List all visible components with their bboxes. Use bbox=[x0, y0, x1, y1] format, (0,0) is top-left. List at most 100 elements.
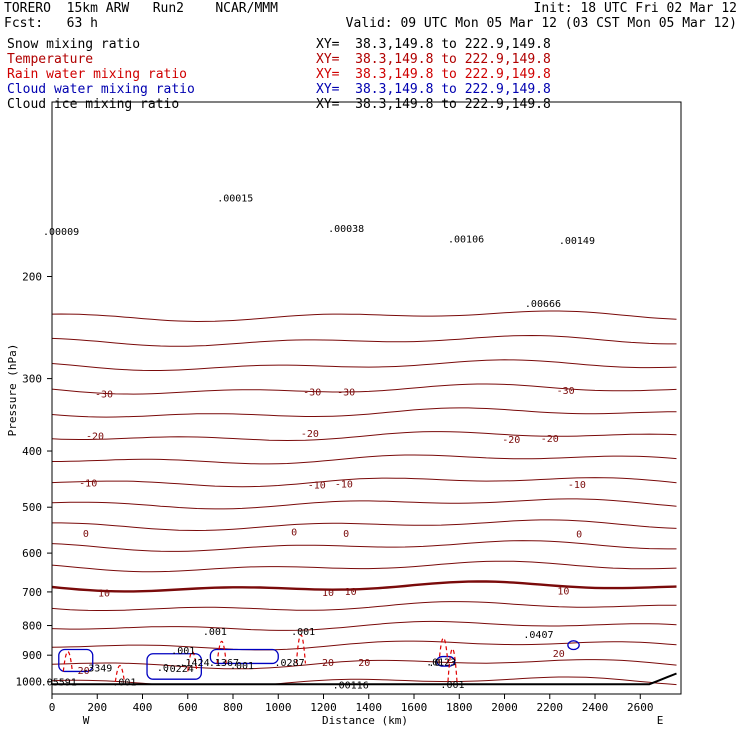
maxima-label: .0287 bbox=[275, 658, 305, 669]
maxima-label: .001 bbox=[230, 661, 254, 672]
xy-rain: XY= 38.3,149.8 to 222.9,149.8 bbox=[316, 67, 551, 82]
x-axis-east-label: E bbox=[657, 714, 664, 727]
y-tick-label: 300 bbox=[22, 373, 42, 386]
isotherm-label: -10 bbox=[335, 479, 353, 490]
maxima-label: .0224 bbox=[164, 664, 194, 675]
isotherm-label: -20 bbox=[86, 431, 104, 442]
isotherm-label: -30 bbox=[303, 388, 321, 399]
isotherm bbox=[51, 601, 677, 611]
isotherm-label: -30 bbox=[337, 388, 355, 399]
field-label-cloud-water: Cloud water mixing ratio bbox=[7, 82, 195, 97]
isotherm-label: 20 bbox=[78, 666, 90, 677]
y-tick-label: 400 bbox=[22, 445, 42, 458]
maxima-label: .1424 bbox=[179, 658, 209, 669]
isotherm-label: 0 bbox=[291, 528, 297, 539]
isotherm-label: 0 bbox=[343, 529, 349, 540]
isotherm-label: 0 bbox=[576, 529, 582, 540]
x-tick-label: 2200 bbox=[537, 701, 564, 714]
maxima-label: .00038 bbox=[328, 224, 364, 235]
x-tick-label: 1400 bbox=[356, 701, 383, 714]
y-tick-label: 200 bbox=[22, 271, 42, 284]
cloud-water-contour bbox=[58, 648, 94, 673]
isotherm bbox=[51, 383, 677, 395]
rain-water-contour bbox=[438, 637, 449, 664]
field-label-rain: Rain water mixing ratio bbox=[7, 67, 188, 82]
isotherm bbox=[51, 620, 677, 631]
x-tick-label: 800 bbox=[223, 701, 243, 714]
maxima-label: .0407 bbox=[523, 630, 553, 641]
y-tick-label: 700 bbox=[22, 586, 42, 599]
y-tick-label: 900 bbox=[22, 649, 42, 662]
cloud-water-contour bbox=[146, 653, 202, 680]
isotherm-label: 0 bbox=[83, 529, 89, 540]
field-label-cloud-ice: Cloud ice mixing ratio bbox=[7, 97, 180, 112]
surface-pressure-line bbox=[52, 672, 677, 686]
forecast-hour: Fcst: 63 h bbox=[4, 16, 98, 31]
x-tick-label: 1200 bbox=[310, 701, 337, 714]
isotherm bbox=[51, 640, 677, 651]
isotherm bbox=[51, 477, 677, 488]
maxima-label: .00666 bbox=[525, 299, 561, 310]
maxima-label: .0 bbox=[428, 658, 440, 669]
y-tick-label: 500 bbox=[22, 501, 42, 514]
x-tick-label: 2600 bbox=[627, 701, 654, 714]
y-tick-label: 600 bbox=[22, 547, 42, 560]
isotherm-label: -30 bbox=[557, 386, 575, 397]
x-axis-label: Distance (km) bbox=[322, 714, 408, 727]
isotherm bbox=[51, 659, 677, 670]
isotherm bbox=[51, 498, 677, 510]
isotherm-label: -10 bbox=[79, 478, 97, 489]
x-axis-west-label: W bbox=[83, 714, 90, 727]
isotherm bbox=[51, 334, 677, 347]
isotherm bbox=[51, 540, 677, 552]
isotherm-label: 10 bbox=[345, 587, 357, 598]
x-tick-label: 2400 bbox=[582, 701, 609, 714]
isotherm-label: 10 bbox=[322, 588, 334, 599]
isotherm bbox=[51, 407, 677, 418]
isotherm bbox=[52, 519, 677, 532]
valid-time: Valid: 09 UTC Mon 05 Mar 12 (03 CST Mon … bbox=[345, 16, 737, 31]
isotherm bbox=[51, 560, 677, 573]
rain-water-contour bbox=[295, 634, 307, 664]
xy-temperature: XY= 38.3,149.8 to 222.9,149.8 bbox=[316, 52, 551, 67]
xy-snow: XY= 38.3,149.8 to 222.9,149.8 bbox=[316, 37, 551, 52]
isotherm-label: -10 bbox=[308, 481, 326, 492]
cloud-water-contour bbox=[209, 648, 279, 665]
x-tick-label: 200 bbox=[87, 701, 107, 714]
x-tick-label: 2000 bbox=[491, 701, 518, 714]
isotherm bbox=[51, 359, 677, 371]
maxima-label: .1367 bbox=[209, 658, 239, 669]
y-tick-label: 800 bbox=[22, 620, 42, 633]
cloud-water-contour bbox=[435, 655, 456, 667]
isotherm-label: 20 bbox=[553, 649, 565, 660]
plot-title: TORERO 15km ARW Run2 NCAR/MMM bbox=[4, 1, 278, 16]
maxima-label: .3349 bbox=[82, 664, 112, 675]
maxima-label: .001 bbox=[171, 646, 195, 657]
init-time: Init: 18 UTC Fri 02 Mar 12 bbox=[533, 1, 738, 16]
isotherm bbox=[51, 310, 677, 323]
maxima-label: .00116 bbox=[333, 680, 369, 691]
maxima-label: .001 bbox=[291, 627, 315, 638]
isotherm-label: 20 bbox=[358, 658, 370, 669]
maxima-label: .0 bbox=[157, 663, 169, 674]
x-tick-label: 600 bbox=[178, 701, 198, 714]
isotherm-label: -20 bbox=[502, 435, 520, 446]
isotherm-label: -20 bbox=[541, 434, 559, 445]
isotherm-label: 10 bbox=[98, 588, 110, 599]
maxima-label: .001 bbox=[203, 627, 227, 638]
maxima-label: .05591 bbox=[41, 678, 77, 689]
rain-water-contour bbox=[216, 640, 227, 664]
maxima-label: .00149 bbox=[559, 236, 595, 247]
x-tick-label: 0 bbox=[49, 701, 56, 714]
xy-cloud-water: XY= 38.3,149.8 to 222.9,149.8 bbox=[316, 82, 551, 97]
y-axis-label: Pressure (hPa) bbox=[6, 344, 19, 437]
maxima-label: .00009 bbox=[43, 227, 79, 238]
maxima-label: .001 bbox=[112, 677, 136, 688]
isotherm bbox=[51, 431, 677, 442]
x-tick-label: 1800 bbox=[446, 701, 473, 714]
field-label-snow: Snow mixing ratio bbox=[7, 37, 141, 52]
maxima-label: .0123 bbox=[426, 658, 456, 669]
x-tick-label: 1600 bbox=[401, 701, 428, 714]
xy-cloud-ice: XY= 38.3,149.8 to 222.9,149.8 bbox=[316, 97, 551, 112]
